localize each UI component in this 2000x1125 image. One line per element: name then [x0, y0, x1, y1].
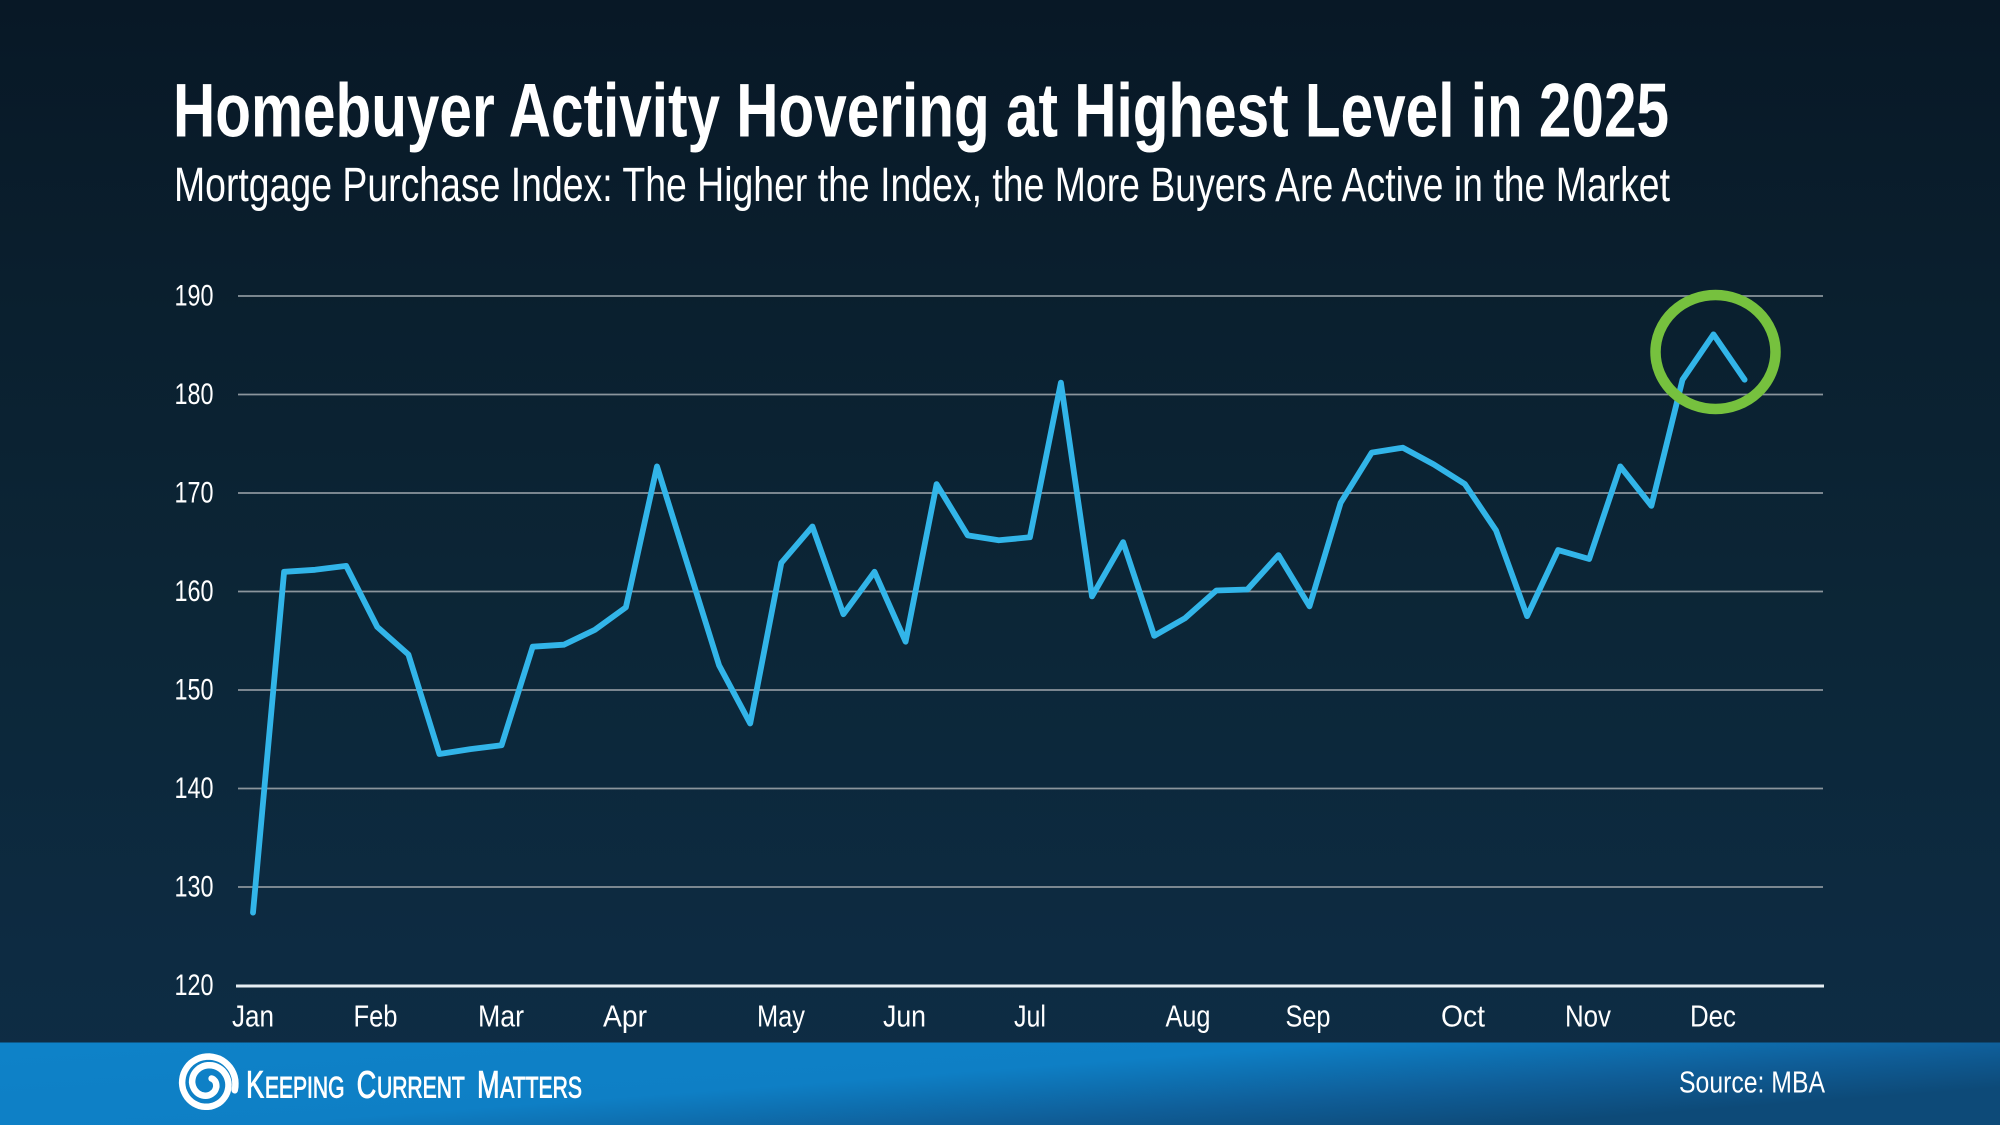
svg-text:Jan: Jan [232, 999, 274, 1034]
svg-text:180: 180 [175, 378, 214, 411]
svg-text:140: 140 [175, 772, 214, 805]
svg-text:Jul: Jul [1014, 999, 1046, 1034]
svg-text:Nov: Nov [1565, 999, 1611, 1034]
svg-text:Aug: Aug [1166, 999, 1211, 1034]
svg-text:Mortgage Purchase Index: The H: Mortgage Purchase Index: The Higher the … [174, 158, 1670, 212]
svg-text:May: May [757, 999, 805, 1034]
svg-text:150: 150 [175, 674, 214, 707]
svg-text:160: 160 [175, 575, 214, 608]
svg-text:120: 120 [175, 969, 214, 1002]
svg-text:190: 190 [175, 280, 214, 313]
svg-text:130: 130 [175, 871, 214, 904]
svg-text:Homebuyer Activity Hovering at: Homebuyer Activity Hovering at Highest L… [173, 69, 1669, 154]
svg-text:Jun: Jun [883, 999, 926, 1034]
svg-text:Source: MBA: Source: MBA [1679, 1065, 1825, 1100]
svg-text:Oct: Oct [1441, 999, 1485, 1034]
svg-text:Apr: Apr [603, 999, 647, 1034]
svg-text:Feb: Feb [354, 999, 398, 1034]
svg-text:Mar: Mar [478, 999, 524, 1034]
svg-text:170: 170 [175, 477, 214, 510]
svg-text:Sep: Sep [1286, 999, 1331, 1034]
svg-text:Dec: Dec [1690, 999, 1736, 1034]
